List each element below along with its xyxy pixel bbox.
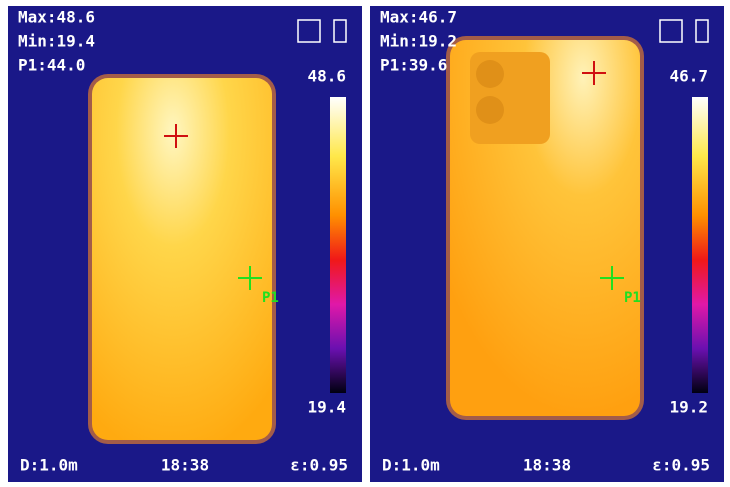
unit-icon xyxy=(297,19,321,43)
unit-icon xyxy=(659,19,683,43)
battery-icon xyxy=(695,19,709,43)
scale-min: 19.2 xyxy=(669,398,708,417)
color-scale xyxy=(692,97,708,393)
max-reading: Max:46.7 xyxy=(380,8,457,27)
scale-max: 48.6 xyxy=(307,67,346,86)
min-reading: Min:19.2 xyxy=(380,32,457,51)
time: 18:38 xyxy=(523,456,571,475)
time: 18:38 xyxy=(161,456,209,475)
emissivity: ε:0.95 xyxy=(290,456,348,475)
camera-lens xyxy=(476,60,504,88)
marker-label: P1 xyxy=(624,290,641,306)
max-reading: Max:48.6 xyxy=(18,8,95,27)
battery-icon xyxy=(333,19,347,43)
scale-min: 19.4 xyxy=(307,398,346,417)
distance: D:1.0m xyxy=(382,456,440,475)
p1-reading: P1:39.6 xyxy=(380,56,447,75)
phone-body xyxy=(92,78,272,440)
min-reading: Min:19.4 xyxy=(18,32,95,51)
thermal-panel: P1 Max:48.6 Min:19.4 P1:44.0 48.6 19.4 D:1.0m 1… xyxy=(8,6,362,482)
thermal-panel: P1 Max:46.7 Min:19.2 P1:39.6 46.7 19.2 D:1.0m 1… xyxy=(370,6,724,482)
emissivity: ε:0.95 xyxy=(652,456,710,475)
color-scale xyxy=(330,97,346,393)
p1-reading: P1:44.0 xyxy=(18,56,85,75)
marker-label: P1 xyxy=(262,290,279,306)
camera-lens xyxy=(476,96,504,124)
scale-max: 46.7 xyxy=(669,67,708,86)
distance: D:1.0m xyxy=(20,456,78,475)
